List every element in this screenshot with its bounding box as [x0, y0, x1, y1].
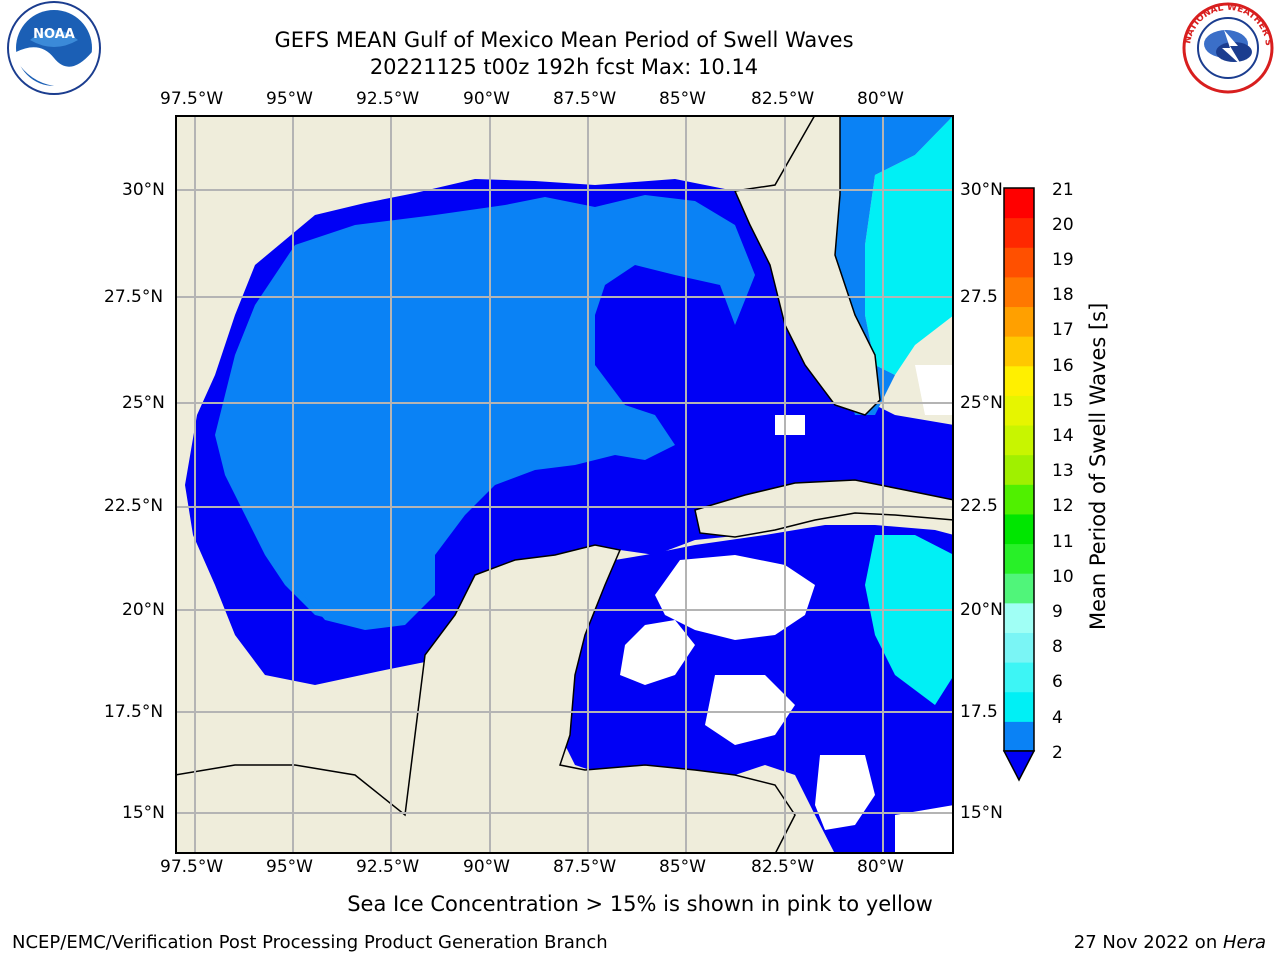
colorbar-tick: 18: [1052, 285, 1074, 305]
colorbar-cell: [1004, 247, 1034, 278]
colorbar-tick: 12: [1052, 496, 1074, 516]
footer-date: 27 Nov 2022 on Hera: [1074, 933, 1266, 953]
map-frame: [175, 115, 954, 854]
colorbar-tick: 13: [1052, 461, 1074, 481]
colorbar-label: Mean Period of Swell Waves [s]: [1086, 302, 1110, 630]
colorbar-cell: [1004, 365, 1034, 396]
colorbar-cell: [1004, 395, 1034, 426]
lat-label-right: 20°N: [960, 600, 1003, 620]
map-subtitle: 20221125 t00z 192h fcst Max: 10.14: [369, 55, 759, 79]
gulf-inner-water: [215, 195, 755, 625]
atlantic-cyan-water: [865, 115, 954, 375]
colorbar-cell: [1004, 691, 1034, 722]
footer-machine: Hera: [1222, 932, 1266, 953]
colorbar-tick: 10: [1052, 567, 1074, 587]
lon-label-bottom: 87.5°W: [553, 857, 617, 877]
colorbar-cell: [1004, 484, 1034, 515]
colorbar: [1000, 186, 1040, 786]
lon-label-bottom: 85°W: [659, 857, 706, 877]
lon-label-bottom: 80°W: [857, 857, 904, 877]
lon-label-bottom: 82.5°W: [751, 857, 815, 877]
colorbar-cell: [1004, 336, 1034, 367]
no-data-patches: [620, 365, 954, 854]
colorbar-cell: [1004, 662, 1034, 693]
noaa-logo: NOAA: [0, 0, 108, 100]
colorbar-tick: 2: [1052, 743, 1063, 763]
nws-logo: NATIONAL WEATHER SERVICE: [1173, 0, 1280, 100]
map-area: [174, 114, 955, 855]
lat-label-left: 25°N: [122, 393, 165, 413]
atlantic-cyan-water-south: [865, 535, 954, 705]
colorbar-tick: 21: [1052, 180, 1074, 200]
colorbar-tick: 16: [1052, 356, 1074, 376]
lat-label-right: 27.5: [960, 287, 998, 307]
lat-label-left: 27.5°N: [104, 287, 164, 307]
colorbar-cell: [1004, 425, 1034, 456]
lat-label-right: 17.5: [960, 702, 998, 722]
colorbar-cell: [1004, 573, 1034, 604]
lon-label-bottom: 95°W: [266, 857, 313, 877]
lat-label-left: 30°N: [122, 180, 165, 200]
colorbar-cell: [1004, 721, 1034, 752]
lat-label-left: 17.5°N: [104, 702, 164, 722]
lat-label-left: 15°N: [122, 803, 165, 823]
lat-label-left: 22.5°N: [104, 496, 164, 516]
colorbar-tick: 8: [1052, 637, 1063, 657]
lon-label-top: 85°W: [659, 89, 706, 109]
colorbar-cell: [1004, 543, 1034, 574]
lat-label-left: 20°N: [122, 600, 165, 620]
lat-label-right: 30°N: [960, 180, 1003, 200]
footer-credit: NCEP/EMC/Verification Post Processing Pr…: [12, 932, 608, 953]
lon-label-top: 87.5°W: [553, 89, 617, 109]
lon-label-top: 95°W: [266, 89, 313, 109]
sea-ice-note: Sea Ice Concentration > 15% is shown in …: [347, 892, 933, 916]
colorbar-cell: [1004, 276, 1034, 308]
colorbar-cell: [1004, 513, 1034, 545]
colorbar-tick: 4: [1052, 708, 1063, 728]
footer-date-text: 27 Nov 2022 on: [1073, 932, 1223, 953]
colorbar-cell: [1004, 602, 1034, 633]
campeche-inner-water: [295, 555, 435, 630]
colorbar-cell: [1004, 306, 1034, 337]
map-title: GEFS MEAN Gulf of Mexico Mean Period of …: [274, 28, 854, 52]
colorbar-cell: [1004, 454, 1034, 485]
lat-label-right: 25°N: [960, 393, 1003, 413]
lon-label-bottom: 90°W: [463, 857, 510, 877]
colorbar-tick: 15: [1052, 391, 1074, 411]
lon-label-top: 80°W: [857, 89, 904, 109]
lon-label-top: 92.5°W: [356, 89, 420, 109]
lon-label-top: 97.5°W: [160, 89, 224, 109]
gridlines: [175, 115, 954, 854]
colorbar-tick: 19: [1052, 250, 1074, 270]
colorbar-cell: [1004, 188, 1034, 219]
colorbar-cell: [1004, 632, 1034, 663]
colorbar-tick: 9: [1052, 602, 1063, 622]
lat-label-right: 22.5: [960, 496, 998, 516]
colorbar-tick: 11: [1052, 532, 1074, 552]
colorbar-tick: 14: [1052, 426, 1074, 446]
colorbar-tick: 17: [1052, 320, 1074, 340]
colorbar-extend-arrow: [1002, 750, 1036, 782]
colorbar-tick: 20: [1052, 215, 1074, 235]
lon-label-bottom: 92.5°W: [356, 857, 420, 877]
lon-label-bottom: 97.5°W: [160, 857, 224, 877]
colorbar-cell: [1004, 217, 1034, 248]
lon-label-top: 90°W: [463, 89, 510, 109]
lat-label-right: 15°N: [960, 803, 1003, 823]
colorbar-tick: 6: [1052, 672, 1063, 692]
svg-text:NOAA: NOAA: [33, 27, 75, 42]
lon-label-top: 82.5°W: [751, 89, 815, 109]
